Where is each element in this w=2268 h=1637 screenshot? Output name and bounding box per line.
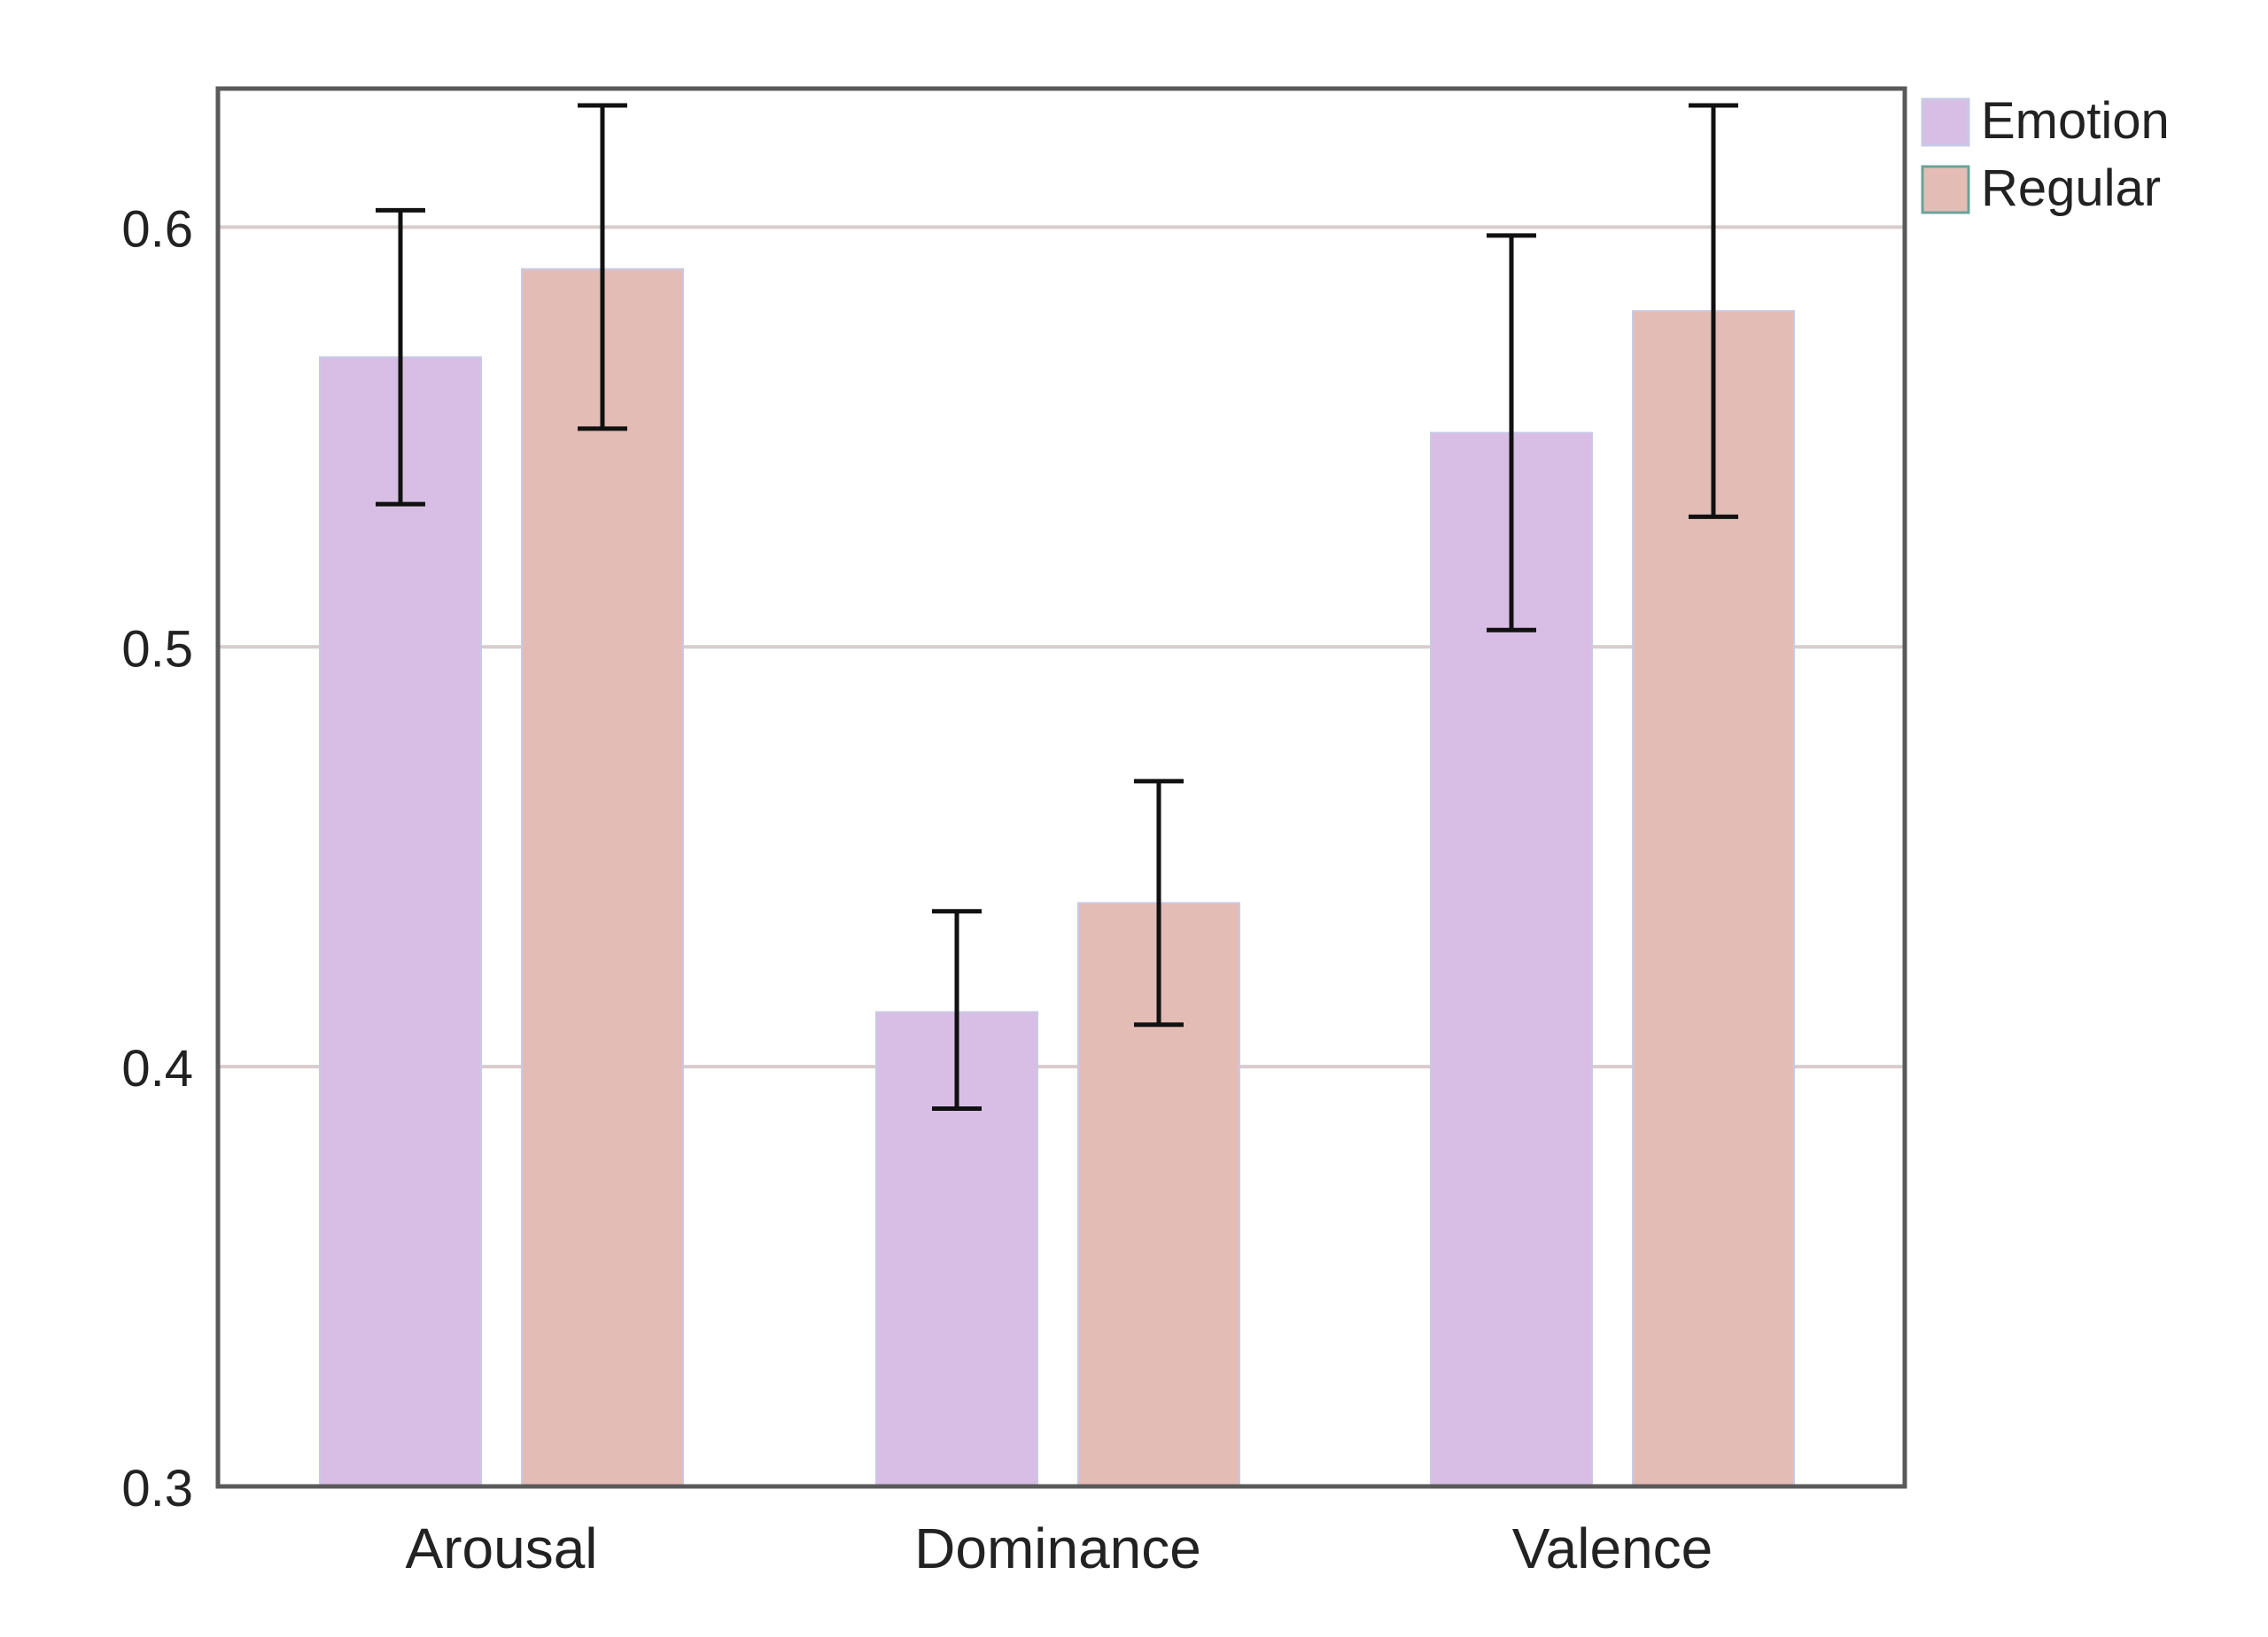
bar-emotion-arousal (319, 356, 482, 1487)
error-bar-emotion-valence (1487, 233, 1536, 632)
error-bar-emotion-dominance (932, 909, 982, 1112)
legend-swatch-emotion (1921, 97, 1970, 147)
error-bar-regular-arousal (578, 103, 627, 431)
x-axis-tick-labels: Arousal Dominance Valence (406, 1517, 1713, 1580)
legend-label-regular: Regular (1981, 159, 2161, 217)
x-tick-label: Dominance (914, 1517, 1201, 1580)
y-axis-tick-labels: 0.3 0.4 0.5 0.6 (121, 200, 193, 1517)
error-bar-emotion-arousal (376, 207, 425, 507)
legend-swatch-regular (1921, 165, 1970, 214)
grid-layer (218, 225, 1905, 1069)
error-layer (376, 103, 1738, 1112)
plot-frame (215, 86, 1907, 1489)
error-bar-regular-valence (1689, 103, 1738, 519)
x-tick-label: Arousal (406, 1517, 598, 1580)
y-tick-label: 0.3 (121, 1460, 193, 1517)
y-tick-label: 0.5 (121, 620, 193, 678)
error-bar-regular-dominance (1134, 779, 1184, 1028)
y-tick-label: 0.6 (121, 200, 193, 258)
bar-regular-arousal (521, 268, 684, 1488)
legend-label-emotion: Emotion (1981, 92, 2170, 150)
x-tick-label: Valence (1512, 1517, 1713, 1580)
y-tick-label: 0.4 (121, 1040, 193, 1098)
legend: Emotion Regular (1921, 92, 2170, 217)
